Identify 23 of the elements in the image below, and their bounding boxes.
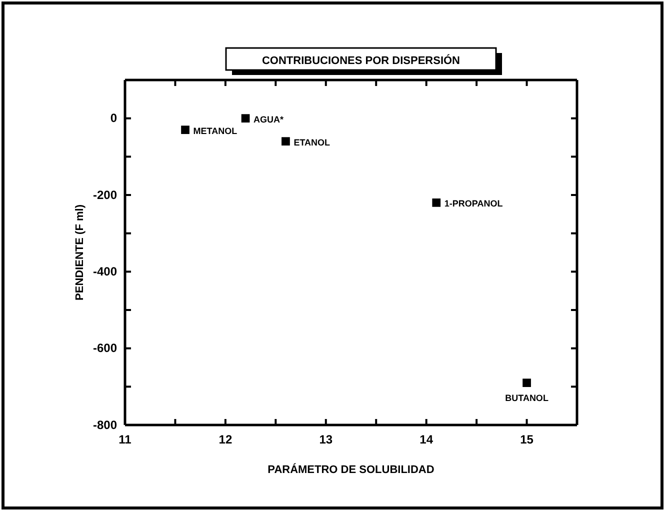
- x-tick-label: 11: [118, 432, 132, 447]
- x-tick-label: 14: [420, 432, 434, 447]
- annotation: 1-PROPANOL: [444, 198, 504, 209]
- y-tick-label: -800: [92, 418, 118, 432]
- x-tick-label: 12: [218, 432, 232, 447]
- point: [432, 198, 441, 207]
- x-axis-title: PARÁMETRO DE SOLUBILIDAD: [268, 463, 434, 476]
- annotation: METANOL: [193, 126, 238, 136]
- y-axis-title: PENDIENTE (F ml): [74, 204, 86, 300]
- point: [181, 126, 190, 134]
- annotation: BUTANOL: [505, 392, 549, 403]
- x-tick-label: 13: [319, 432, 333, 447]
- y-tick-label: 0: [110, 111, 118, 126]
- x-tick-label: 15: [520, 432, 534, 447]
- y-tick-label: -200: [92, 188, 118, 202]
- point: [522, 378, 531, 388]
- chart-title: CONTRIBUCIONES POR DISPERSIÓN: [262, 54, 460, 67]
- point: [282, 137, 290, 146]
- point: [241, 114, 250, 123]
- y-tick-label: -400: [92, 264, 118, 279]
- annotation: AGUA*: [254, 114, 284, 124]
- annotation: ETANOL: [294, 137, 331, 148]
- y-tick-label: -600: [92, 341, 118, 356]
